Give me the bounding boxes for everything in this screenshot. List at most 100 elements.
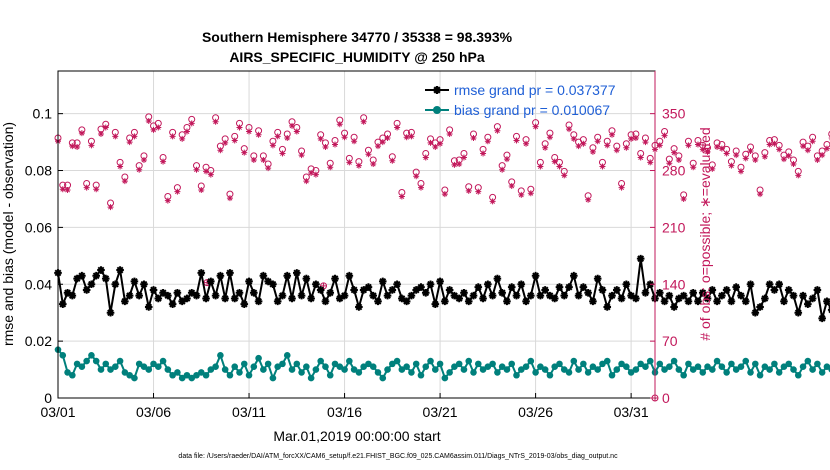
bias-point [360, 363, 367, 371]
bias-point [656, 360, 664, 368]
obs-evaluated-point [312, 171, 319, 178]
bias-point [178, 374, 186, 382]
bias-point [646, 357, 654, 365]
bias-point [742, 357, 750, 365]
obs-evaluated-point [74, 143, 81, 150]
tick-layer: 03/01 03/06 03/11 03/16 03/21 03/26 03/31 0 0.02… [25, 71, 686, 420]
obs-evaluated-point [484, 138, 491, 145]
obs-evaluated-point [800, 143, 807, 150]
obs-evaluated-point [780, 156, 787, 163]
rmse-point [655, 288, 664, 297]
obs-evaluated-point [508, 182, 515, 189]
obs-evaluated-point [389, 157, 396, 164]
obs-evaluated-point [408, 133, 415, 140]
obs-evaluated-point [723, 150, 730, 157]
rmse-point [765, 280, 774, 289]
bias-point [432, 366, 439, 373]
bias-point [169, 371, 176, 379]
obs-evaluated-point [671, 149, 678, 156]
bias-point [517, 366, 525, 373]
obs-evaluated-point [322, 143, 329, 150]
y-left-tick-label-3: 0.06 [25, 219, 52, 235]
rmse-point [245, 277, 253, 286]
bias-point [417, 371, 425, 379]
obs-evaluated-point [546, 134, 553, 141]
bias-point [398, 366, 406, 373]
rmse-point [603, 303, 612, 311]
rmse-point [125, 291, 134, 300]
bias-point [293, 360, 301, 368]
bias-point [64, 369, 71, 376]
rmse-point [574, 291, 583, 300]
rmse-point [269, 280, 277, 289]
obs-evaluated-point [289, 122, 296, 129]
bias-point [202, 371, 210, 379]
obs-evaluated-point [489, 198, 496, 205]
obs-evaluated-point [317, 135, 324, 142]
x-tick-label-3: 03/16 [327, 404, 362, 420]
bias-point [756, 371, 764, 379]
obs-possible-point [828, 130, 830, 138]
obs-evaluated-point [351, 138, 358, 145]
obs-evaluated-point [183, 128, 190, 135]
bias-point [374, 369, 382, 376]
bias-point [513, 371, 520, 379]
bias-point [341, 366, 348, 373]
bias-point [83, 357, 90, 365]
obs-evaluated-point [728, 162, 735, 169]
obs-evaluated-point [217, 147, 224, 154]
rmse-point [464, 297, 473, 306]
bias-point [661, 366, 668, 373]
rmse-point [121, 297, 129, 306]
bias-point [260, 366, 267, 373]
rmse-point [312, 280, 320, 289]
bias-point [551, 363, 559, 371]
bias-point [532, 369, 539, 376]
obs-evaluated-point [465, 187, 472, 194]
obs-evaluated-point [279, 150, 286, 157]
chart-title-line1: Southern Hemisphere 34770 / 35338 = 98.3… [202, 29, 513, 45]
obs-evaluated-point [613, 147, 620, 154]
obs-evaluated-point [761, 153, 768, 160]
rmse-point [780, 297, 788, 306]
rmse-point [230, 294, 239, 303]
rmse-point [293, 269, 301, 277]
bias-point [494, 369, 501, 376]
obs-evaluated-point [503, 156, 510, 163]
bias-point [73, 360, 81, 368]
rmse-point [97, 266, 105, 274]
rmse-point [507, 283, 516, 291]
x-tick-label-2: 03/11 [232, 404, 266, 420]
rmse-point [101, 274, 110, 283]
obs-evaluated-point [107, 204, 114, 211]
obs-evaluated-point [747, 148, 754, 155]
bias-point [427, 357, 434, 365]
bias-point [575, 366, 582, 373]
bias-point [365, 360, 372, 368]
rmse-point [135, 291, 143, 300]
rmse-point [130, 277, 139, 286]
y-left-tick-label-0: 0 [44, 390, 52, 406]
obs-evaluated-point [427, 139, 434, 146]
obs-evaluated-point [284, 135, 291, 142]
obs-evaluated-point [150, 126, 157, 133]
bias-point [560, 366, 568, 373]
bias-point [298, 369, 305, 376]
rmse-point [192, 291, 201, 300]
rmse-point [297, 291, 306, 300]
rmse-point [211, 291, 220, 300]
obs-evaluated-point [766, 141, 773, 148]
rmse-point [364, 283, 373, 291]
bias-point [322, 363, 329, 371]
obs-evaluated-point [451, 161, 458, 168]
bias-point [183, 371, 191, 379]
legend-rmse-marker [433, 86, 441, 94]
rmse-point [612, 286, 621, 294]
y-right-tick-label-4: 280 [662, 163, 686, 179]
rmse-point [460, 288, 468, 297]
bias-point [723, 369, 730, 376]
rmse-point [756, 303, 764, 311]
obs-evaluated-point [346, 159, 353, 166]
bias-point [88, 352, 95, 359]
bias-point [818, 369, 826, 376]
